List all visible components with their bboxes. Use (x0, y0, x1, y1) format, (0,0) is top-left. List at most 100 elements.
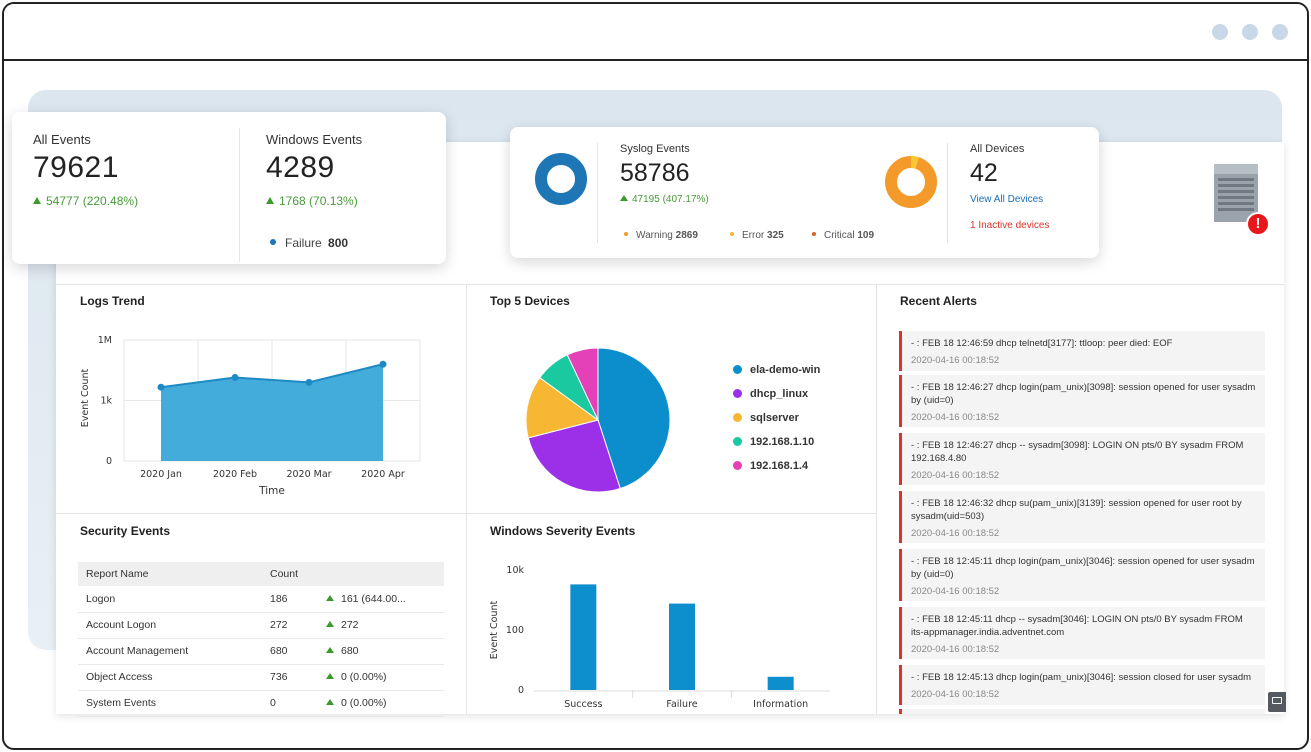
up-arrow-icon (266, 197, 274, 204)
top-devices-title: Top 5 Devices (490, 294, 570, 308)
legend-label: 192.168.1.4 (750, 460, 809, 472)
syslog-donut-chart[interactable] (534, 152, 588, 206)
window-control-dot[interactable] (1272, 24, 1288, 40)
alert-item[interactable]: - : FEB 18 12:46:27 dhcp login(pam_unix)… (899, 375, 1265, 427)
security-events-title: Security Events (80, 524, 171, 538)
pie-slice[interactable] (527, 419, 621, 493)
inactive-devices-link[interactable]: 1 Inactive devices (970, 220, 1050, 231)
bar[interactable] (570, 584, 597, 690)
view-all-devices-link[interactable]: View All Devices (970, 194, 1044, 205)
pie-slice[interactable] (597, 347, 671, 490)
logs-trend-chart[interactable]: 0 1k 1M 2020 Jan 2020 Feb 2020 Mar 2020 Apr T… (74, 328, 434, 500)
table-row[interactable]: Account Logon 272 272 (78, 612, 444, 639)
alert-timestamp: 2020-04-16 00:18:52 (911, 412, 1000, 423)
logs-trend-line (160, 363, 384, 389)
legend-label: sqlserver (750, 412, 799, 424)
table-row[interactable]: System Events 0 0 (0.00%) (78, 690, 444, 717)
x-tick-label: Failure (666, 699, 697, 710)
alert-message: - : FEB 18 12:46:27 dhcp login(pam_unix)… (911, 382, 1256, 406)
y-tick-label: 0 (518, 685, 524, 696)
change-cell: 161 (644.00... (318, 586, 444, 613)
syslog-error[interactable]: Error 325 (730, 230, 784, 241)
failure-dot (270, 239, 276, 245)
report-name-cell[interactable]: Object Access (78, 664, 262, 691)
legend-dot (733, 461, 742, 470)
syslog-devices-card: Syslog Events 58786 47195 (407.17%) Warn… (510, 127, 1099, 258)
column-header-report-name[interactable]: Report Name (78, 562, 262, 586)
alert-message: - : FEB 18 12:45:11 dhcp -- sysadm[3046]… (911, 614, 1243, 638)
count-cell: 680 (262, 638, 318, 665)
divider (597, 143, 598, 243)
all-events-value: 79621 (33, 151, 119, 184)
table-row[interactable]: Account Management 680 680 (78, 638, 444, 665)
warning-value: 2869 (675, 230, 698, 241)
count-cell: 272 (262, 612, 318, 639)
failure-value: 800 (328, 236, 349, 250)
legend-item[interactable]: 192.168.1.4 (733, 460, 808, 472)
legend-item[interactable]: ela-demo-win (733, 364, 820, 376)
alert-item[interactable]: - : FEB 18 12:45:11 dhcp login(pam_unix)… (899, 549, 1265, 601)
data-point[interactable] (157, 383, 165, 391)
data-point[interactable] (231, 374, 239, 382)
legend-item[interactable]: 192.168.1.10 (733, 436, 814, 448)
report-name-cell[interactable]: Account Management (78, 638, 262, 665)
syslog-warning[interactable]: Warning 2869 (624, 230, 698, 241)
critical-label: Critical (824, 230, 855, 241)
chat-icon[interactable] (1268, 692, 1286, 712)
y-axis-label: Event Count (489, 601, 500, 660)
column-header-change (318, 562, 444, 586)
column-header-count[interactable]: Count (262, 562, 318, 586)
security-events-table: Report Name Count Logon 186 161 (644.00...… (78, 562, 444, 717)
report-name-cell[interactable]: System Events (78, 690, 262, 717)
alert-message: - : FEB 18 12:46:32 dhcp su(pam_unix)[31… (911, 498, 1242, 522)
data-point[interactable] (305, 378, 313, 386)
change-text: 0 (0.00%) (341, 671, 387, 683)
legend-label: ela-demo-win (750, 364, 821, 376)
recent-alerts-title: Recent Alerts (900, 294, 977, 308)
change-text: 0 (0.00%) (341, 697, 387, 709)
syslog-events-label: Syslog Events (620, 143, 690, 155)
x-tick-label: Success (564, 699, 602, 710)
change-cell: 272 (318, 612, 444, 639)
alert-timestamp: 2020-04-16 00:18:52 (911, 528, 1000, 539)
alert-item[interactable]: - : FEB 18 12:46:32 dhcp su(pam_unix)[31… (899, 491, 1265, 543)
window-control-dot[interactable] (1212, 24, 1228, 40)
pie-slice[interactable] (566, 347, 599, 421)
pie-slice[interactable] (525, 376, 600, 439)
all-events-change-text: 54777 (220.48%) (46, 194, 139, 208)
window-control-dot[interactable] (1242, 24, 1258, 40)
x-axis-label: Time (258, 485, 285, 497)
alert-item[interactable]: - : FEB 18 12:46:27 dhcp -- sysadm[3098]… (899, 433, 1265, 485)
alert-item[interactable]: - : FEB 18 12:45:13 dhcp login(pam_unix)… (899, 665, 1265, 705)
alert-item[interactable]: - : FEB 18 12:46:59 dhcp telnetd[3177]: … (899, 331, 1265, 371)
report-name-cell[interactable]: Account Logon (78, 612, 262, 639)
count-cell: 0 (262, 690, 318, 717)
server-icon[interactable]: ! (1212, 162, 1270, 238)
devices-donut-chart[interactable] (884, 155, 938, 209)
windows-failure[interactable]: Failure 800 (270, 236, 348, 250)
top-devices-pie[interactable] (524, 346, 672, 494)
y-tick-label: 10k (506, 565, 524, 576)
alert-message: - : FEB 18 12:45:11 dhcp login(pam_unix)… (911, 556, 1255, 580)
change-cell: 0 (0.00%) (318, 664, 444, 691)
syslog-critical[interactable]: Critical 109 (812, 230, 874, 241)
alert-timestamp: 2020-04-16 00:18:52 (911, 586, 1000, 597)
table-row[interactable]: Logon 186 161 (644.00... (78, 586, 444, 613)
count-cell: 186 (262, 586, 318, 613)
up-arrow-icon (33, 197, 41, 204)
legend-item[interactable]: sqlserver (733, 412, 799, 424)
data-point[interactable] (379, 360, 387, 368)
windows-severity-chart[interactable]: 0 100 10k Success Failure Information Event … (484, 560, 844, 714)
windows-events-change: 1768 (70.13%) (266, 194, 358, 208)
report-name-cell[interactable]: Logon (78, 586, 262, 613)
bar[interactable] (669, 603, 695, 690)
critical-value: 109 (857, 230, 875, 241)
alert-item[interactable]: - : FEB 18 12:45:11 dhcp -- sysadm[3046]… (899, 607, 1265, 659)
up-arrow-icon (620, 195, 628, 201)
up-arrow-icon (326, 621, 334, 627)
windows-events-value: 4289 (266, 151, 335, 184)
table-row[interactable]: Object Access 736 0 (0.00%) (78, 664, 444, 691)
legend-item[interactable]: dhcp_linux (733, 388, 808, 400)
up-arrow-icon (326, 647, 334, 653)
bar[interactable] (767, 676, 794, 690)
